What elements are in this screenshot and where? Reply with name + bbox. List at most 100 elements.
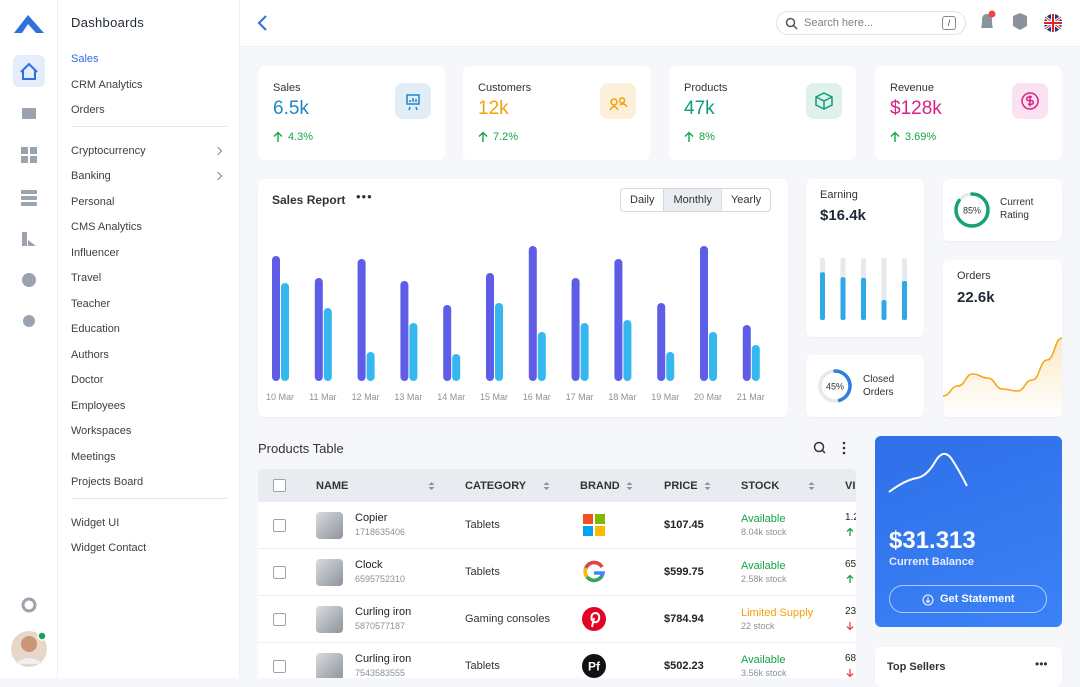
table-row: Curling iron 5870577187 Gaming consoles $78… [258, 596, 856, 643]
balance-card: $31.313 Current Balance Get Statement [875, 436, 1062, 627]
table-row: Clock 6595752310 Tablets $599.75 Available 2.… [258, 549, 856, 596]
nav-item[interactable]: Travel [71, 272, 102, 284]
bar [709, 332, 717, 381]
nav-item[interactable]: CMS Analytics [71, 221, 142, 233]
nav-item[interactable]: Education [71, 323, 120, 335]
tab[interactable]: Monthly [663, 189, 721, 211]
stat-icon [1012, 83, 1048, 119]
nav-item[interactable]: CRM Analytics [71, 78, 143, 91]
nav-item[interactable]: Doctor [71, 374, 104, 386]
sort-icon[interactable] [704, 481, 711, 491]
arrow [846, 574, 854, 583]
sort-icon[interactable] [543, 481, 550, 491]
nav-item[interactable]: Workspaces [71, 425, 132, 437]
table-search[interactable] [813, 441, 826, 454]
online-dot [37, 631, 47, 641]
stat-value: $128k [890, 98, 942, 119]
bar [861, 277, 866, 320]
idea-icon[interactable] [23, 315, 35, 327]
nav-item[interactable]: Teacher [71, 297, 111, 310]
nav-item[interactable]: Authors [71, 348, 109, 361]
logo-part [590, 611, 601, 628]
nav-item[interactable]: Widget Contact [71, 542, 147, 554]
arrow [846, 622, 854, 631]
stock-count: 8.04k stock [741, 527, 787, 537]
nav-item[interactable]: Banking [71, 170, 111, 182]
earning-card: Earning $16.4k [806, 179, 924, 337]
tab[interactable]: Yearly [720, 189, 770, 211]
back-button[interactable] [256, 14, 270, 32]
bell-icon[interactable] [981, 14, 993, 28]
nav-item[interactable]: Widget UI [71, 516, 120, 529]
nav-item[interactable]: Employees [71, 399, 126, 412]
x-tick-label: 19 Mar [651, 392, 679, 402]
sort-icon[interactable] [808, 481, 815, 491]
grid-icon[interactable] [21, 147, 37, 163]
x-tick-label: 21 Mar [737, 392, 765, 402]
tab[interactable]: Daily [630, 194, 655, 206]
avatar-body [15, 658, 43, 664]
checkbox[interactable] [273, 566, 286, 579]
logo-part [583, 526, 593, 536]
column-header[interactable]: BRAND [580, 480, 620, 492]
views: 68 [845, 653, 856, 664]
sidebar: Dashboards Sales CRM Analytics Orders Crypt… [58, 0, 240, 678]
sort-icon[interactable] [428, 481, 435, 491]
icon-glyph [406, 94, 420, 111]
column-header[interactable]: PRICE [664, 480, 698, 492]
sort-glyph [543, 482, 550, 490]
table-menu[interactable] [842, 441, 846, 455]
trend-up-icon [890, 131, 900, 142]
top-sellers-menu[interactable]: ••• [1035, 657, 1048, 671]
earning-value: $16.4k [820, 207, 866, 224]
price: $599.75 [664, 566, 704, 578]
nav-item[interactable]: Projects Board [71, 476, 144, 488]
column-header[interactable]: STOCK [741, 480, 780, 492]
nav-item[interactable]: Influencer [71, 246, 120, 259]
more-button[interactable]: ••• [356, 189, 373, 204]
search-shortcut: / [942, 16, 956, 30]
column-header[interactable]: NAME [316, 480, 349, 492]
nav-item[interactable]: Meetings [71, 450, 116, 463]
stat-change: 4.3% [288, 131, 314, 143]
design-icon[interactable] [22, 232, 36, 246]
top-sellers-title: Top Sellers [887, 661, 946, 673]
checkbox[interactable] [273, 613, 286, 626]
search-box[interactable]: Search here... / [776, 11, 966, 35]
layers-icon[interactable] [21, 190, 37, 206]
nav-item[interactable]: Sales [71, 53, 99, 65]
checkbox[interactable] [273, 519, 286, 532]
home-icon[interactable] [20, 62, 38, 80]
checkbox[interactable] [273, 479, 286, 492]
nav-item[interactable]: Orders [71, 104, 105, 116]
nav-item[interactable]: Personal [71, 195, 115, 208]
brand-logo [582, 607, 606, 631]
sales-report-card: Sales Report ••• Daily Monthly Yearly 10 M… [258, 179, 788, 417]
x-tick-label: 16 Mar [523, 392, 551, 402]
statement-button[interactable]: Get Statement [889, 585, 1047, 613]
arrow [273, 131, 283, 142]
gift-icon[interactable] [22, 108, 36, 119]
column-header[interactable]: CATEGORY [465, 480, 527, 492]
stock-status: Limited Supply [741, 607, 814, 619]
logo-part [583, 514, 593, 524]
product-image [316, 653, 343, 678]
checkbox[interactable] [273, 660, 286, 673]
bar [486, 273, 494, 381]
apps-icon[interactable] [1013, 13, 1027, 30]
settings-icon[interactable] [21, 597, 37, 613]
nav-item[interactable]: Cryptocurrency [71, 144, 146, 157]
sort-icon[interactable] [626, 481, 633, 491]
stock-count: 3.56k stock [741, 668, 787, 678]
flag-icon[interactable] [1044, 14, 1062, 32]
user-icon[interactable] [22, 273, 36, 287]
x-tick-label: 20 Mar [694, 392, 722, 402]
views: 23 [845, 606, 856, 617]
bar [400, 281, 409, 381]
column-header[interactable]: VI [845, 480, 856, 492]
table-title: Products Table [258, 441, 344, 456]
x-tick-label: 15 Mar [480, 392, 508, 402]
balance-wave [888, 452, 968, 493]
stat-icon [395, 83, 431, 119]
stock-count: 2.58k stock [741, 574, 787, 584]
